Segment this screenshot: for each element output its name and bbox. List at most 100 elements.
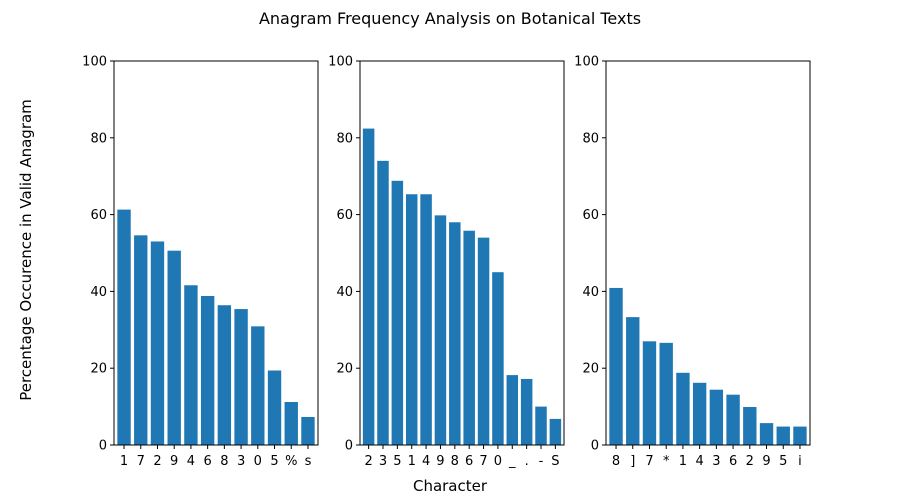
x-tick-label: * <box>663 454 670 469</box>
x-tick-label: 7 <box>645 454 653 469</box>
x-tick-label: 4 <box>695 454 703 469</box>
y-axis-label: Percentage Occurence in Valid Anagram <box>17 99 35 401</box>
x-tick-label: 8 <box>220 454 228 469</box>
x-tick-label: 3 <box>379 454 387 469</box>
bar-5 <box>391 180 404 446</box>
x-tick-label: i <box>798 454 802 469</box>
panel-3: 0 20 40 60 80 100 8] 7 * 1 4 3 6 2 9 5 i <box>574 55 811 469</box>
x-tick-label: 4 <box>422 454 430 469</box>
x-tick-label: % <box>285 454 297 469</box>
x-tick-label: 7 <box>137 454 145 469</box>
bar-* <box>659 342 673 445</box>
y-tick-label: 60 <box>336 208 353 223</box>
bar-1 <box>676 372 690 445</box>
x-tick-label: _ <box>508 454 516 469</box>
x-tick-label: 1 <box>120 454 128 469</box>
bar-0 <box>492 272 504 445</box>
bar-2 <box>150 241 165 445</box>
bar-6 <box>463 230 475 445</box>
x-axis-label: Character <box>413 477 488 495</box>
bar-2 <box>362 128 375 446</box>
bar-4 <box>420 194 432 445</box>
bar-4 <box>692 382 707 445</box>
bar-3 <box>377 160 389 445</box>
y-tick-label: 40 <box>336 285 353 300</box>
bar-9 <box>167 250 181 445</box>
bar-8 <box>449 222 461 445</box>
x-tick-label: 6 <box>203 454 211 469</box>
axes-frame <box>359 60 565 446</box>
bar-] <box>626 317 640 445</box>
bar-5 <box>776 426 790 445</box>
y-tick-label: 40 <box>90 285 107 300</box>
y-tick-label: 20 <box>90 362 107 377</box>
bar-8 <box>217 305 232 445</box>
bar-_ <box>506 375 519 445</box>
y-tick-label: 100 <box>82 55 107 70</box>
bar-7 <box>642 341 657 445</box>
x-tick-label: 2 <box>364 454 372 469</box>
x-tick-label: S <box>551 454 559 469</box>
bar-S <box>549 418 562 445</box>
y-tick-label: 60 <box>90 208 107 223</box>
x-tick-label: 3 <box>712 454 720 469</box>
x-tick-label: 1 <box>679 454 687 469</box>
y-tick-label: 100 <box>328 55 353 70</box>
x-tick-label: 8 <box>612 454 620 469</box>
bar-% <box>284 401 298 445</box>
bar-0 <box>251 326 265 445</box>
bar-9 <box>434 215 447 445</box>
y-tick-label: 0 <box>99 439 107 454</box>
bar-7 <box>134 235 148 445</box>
figure-title: Anagram Frequency Analysis on Botanical … <box>259 9 641 28</box>
x-tick-label: - <box>539 454 544 469</box>
x-tick-label: 9 <box>170 454 178 469</box>
x-tick-label: 0 <box>254 454 262 469</box>
x-tick-label: 4 <box>187 454 195 469</box>
x-tick-label: 6 <box>729 454 737 469</box>
y-tick-label: 20 <box>336 362 353 377</box>
y-tick-label: 0 <box>345 439 353 454</box>
bar-- <box>535 406 547 445</box>
axes-frame <box>113 60 319 446</box>
x-tick-label: 1 <box>408 454 416 469</box>
y-tick-label: 80 <box>336 131 353 146</box>
x-tick-label: 8 <box>451 454 459 469</box>
x-tick-label: . <box>525 454 529 469</box>
bar-1 <box>117 209 131 445</box>
y-tick-label: 100 <box>574 55 599 70</box>
bar-7 <box>477 237 490 445</box>
x-tick-label: 3 <box>237 454 245 469</box>
x-tick-label: 5 <box>779 454 787 469</box>
bar-2 <box>743 406 757 445</box>
axes-frame <box>605 60 811 446</box>
x-tick-label: 5 <box>393 454 401 469</box>
x-tick-label: 9 <box>762 454 770 469</box>
x-tick-label: 2 <box>153 454 161 469</box>
bar-9 <box>759 423 774 445</box>
x-tick-label: 7 <box>479 454 487 469</box>
x-tick-label: 6 <box>465 454 473 469</box>
y-tick-label: 80 <box>582 131 599 146</box>
x-tick-label: 0 <box>494 454 502 469</box>
x-tick-label: 9 <box>436 454 444 469</box>
bar-5 <box>267 370 282 445</box>
x-tick-label: s <box>305 454 312 469</box>
bar-6 <box>726 394 740 445</box>
y-tick-label: 0 <box>591 439 599 454</box>
bar-8 <box>609 287 623 445</box>
y-tick-label: 60 <box>582 208 599 223</box>
bar-1 <box>405 194 418 445</box>
bar-s <box>301 416 315 445</box>
bar-. <box>520 378 533 445</box>
y-tick-label: 80 <box>90 131 107 146</box>
bar-3 <box>234 309 248 445</box>
x-tick-label: ] <box>630 454 635 469</box>
x-tick-label: 2 <box>746 454 754 469</box>
bar-3 <box>709 389 724 445</box>
bar-i <box>793 426 807 445</box>
